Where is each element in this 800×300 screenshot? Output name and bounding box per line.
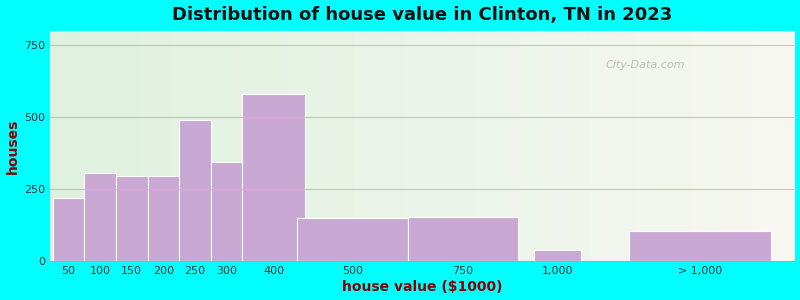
Title: Distribution of house value in Clinton, TN in 2023: Distribution of house value in Clinton, …: [172, 6, 672, 24]
Bar: [85, 173, 116, 261]
Bar: [147, 176, 179, 261]
Bar: [179, 120, 210, 261]
Bar: [116, 176, 147, 261]
Bar: [210, 162, 242, 261]
Bar: [629, 231, 770, 261]
X-axis label: house value ($1000): house value ($1000): [342, 280, 502, 294]
Y-axis label: houses: houses: [6, 118, 19, 174]
Text: City-Data.com: City-Data.com: [606, 60, 686, 70]
Bar: [242, 94, 306, 261]
Bar: [53, 198, 85, 261]
Bar: [534, 250, 582, 261]
Bar: [408, 217, 518, 261]
Bar: [298, 218, 408, 261]
